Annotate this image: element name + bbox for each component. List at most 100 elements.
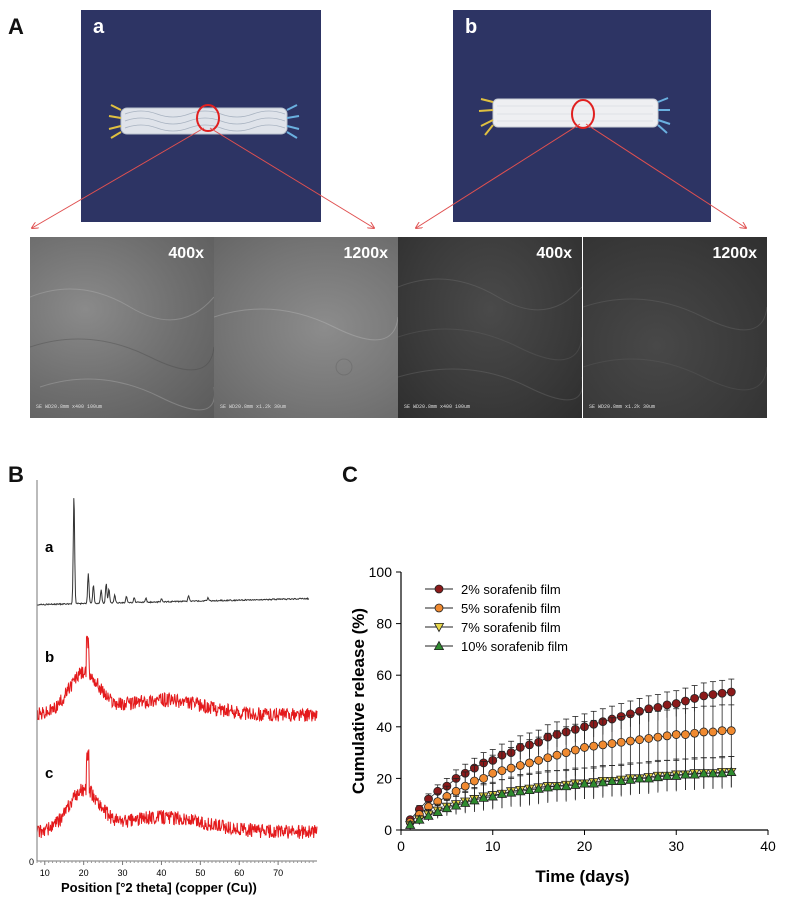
data-point	[689, 769, 700, 779]
data-point	[717, 726, 727, 736]
sem-magnification: 1200x	[343, 245, 389, 262]
data-point	[450, 800, 462, 810]
sem-image-b-1200x: 1200x SE WD20.8mm x1.2k 30um	[583, 237, 767, 418]
legend-marker	[434, 584, 444, 594]
sem-footer: SE WD20.8mm x1.2k 30um	[589, 404, 656, 410]
data-point	[580, 743, 589, 752]
stent-photo-a: a	[81, 10, 321, 222]
stent-photo-b: b	[453, 10, 711, 222]
release-y-tick-label: 20	[376, 770, 392, 786]
sem-footer: SE WD20.8mm x400 100um	[404, 404, 471, 410]
data-point	[451, 786, 461, 796]
legend-label: 10% sorafenib film	[461, 639, 568, 654]
data-point	[560, 780, 572, 791]
release-y-tick-label: 0	[384, 822, 392, 838]
xrd-x-tick-label: 30	[118, 868, 128, 878]
data-point	[414, 814, 425, 824]
data-point	[635, 735, 644, 745]
data-point	[505, 787, 517, 797]
release-y-tick-label: 40	[376, 719, 392, 735]
data-point	[616, 737, 626, 747]
data-point	[671, 699, 681, 708]
legend-marker	[434, 603, 444, 613]
release-y-tick-label: 100	[369, 564, 393, 580]
legend-label: 7% sorafenib film	[461, 620, 561, 635]
xrd-x-label: Position [°2 theta] (copper (Cu))	[61, 880, 257, 895]
panel-b-letter: B	[8, 462, 24, 487]
data-point	[644, 704, 654, 714]
data-point	[625, 774, 636, 784]
data-point	[404, 819, 416, 829]
data-point	[497, 766, 507, 776]
stent-b-drawing	[478, 97, 671, 136]
data-point	[515, 785, 526, 796]
data-point	[681, 696, 690, 706]
data-point	[698, 767, 709, 778]
xrd-x-tick-label: 70	[273, 868, 283, 878]
xrd-x-tick-label: 10	[40, 868, 50, 878]
release-y-tick-label: 60	[376, 667, 392, 683]
data-point	[662, 700, 672, 710]
xrd-y-zero: 0	[29, 857, 34, 867]
legend-marker	[433, 623, 445, 633]
photo-a-label: a	[93, 16, 105, 38]
data-point	[469, 795, 480, 805]
data-point	[551, 780, 563, 791]
data-point	[460, 781, 470, 791]
data-point	[699, 691, 709, 701]
xrd-x-tick-label: 40	[156, 868, 166, 878]
data-point	[690, 728, 700, 738]
data-point	[671, 770, 682, 780]
release-series-0	[405, 678, 736, 825]
release-x-label: Time (days)	[535, 867, 629, 886]
xrd-ticks: 10 20 30 40 50 60 70	[36, 861, 314, 878]
data-point	[534, 755, 544, 765]
data-point	[707, 767, 719, 778]
data-point	[726, 726, 736, 736]
data-point	[716, 767, 728, 778]
data-point	[726, 766, 737, 776]
data-point	[478, 792, 489, 802]
data-point	[460, 797, 471, 807]
data-point	[552, 750, 562, 760]
xrd-x-tick-label: 20	[79, 868, 89, 878]
data-point	[644, 734, 654, 743]
data-point	[690, 694, 700, 703]
highlight-circle-b	[571, 99, 595, 129]
data-point	[570, 779, 581, 789]
xrd-trace-b	[36, 635, 318, 723]
data-point	[589, 741, 599, 751]
data-point	[607, 739, 617, 748]
data-point	[661, 770, 673, 780]
legend-label: 2% sorafenib film	[461, 582, 561, 597]
data-point	[423, 810, 434, 820]
data-point	[606, 775, 618, 785]
data-point	[542, 782, 553, 792]
data-point	[533, 783, 544, 793]
data-point	[625, 736, 635, 746]
data-point	[643, 773, 654, 783]
data-point	[671, 730, 681, 739]
panel-a-letter: A	[8, 14, 24, 39]
release-chart: 0 20 40 60 80 100 0 10 20 30 40 2% sorafenib film 5…	[349, 564, 776, 886]
xrd-trace-c	[36, 749, 318, 839]
photo-b-label: b	[465, 16, 478, 38]
data-point	[543, 753, 553, 763]
trace-label-a: a	[45, 539, 54, 556]
data-point	[588, 778, 599, 788]
data-point	[496, 788, 508, 798]
release-x-tick-label: 10	[485, 838, 501, 854]
data-point	[469, 776, 479, 786]
legend-label: 5% sorafenib film	[461, 601, 561, 616]
highlight-circle-a	[196, 104, 220, 132]
trace-label-c: c	[45, 765, 53, 782]
data-point	[634, 773, 645, 783]
data-point	[708, 727, 718, 737]
sem-magnification: 1200x	[712, 245, 758, 262]
data-point	[680, 769, 691, 779]
data-point	[479, 773, 488, 783]
data-point	[616, 775, 627, 785]
release-x-tick-label: 40	[760, 838, 776, 854]
data-point	[652, 771, 664, 782]
data-point	[524, 784, 535, 795]
